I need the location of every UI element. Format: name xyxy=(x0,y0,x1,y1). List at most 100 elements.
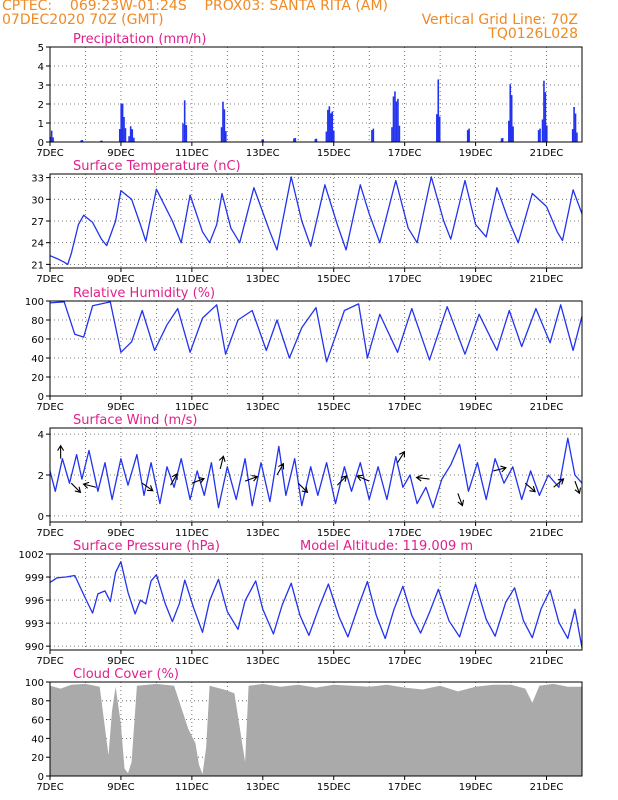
precip-bar xyxy=(372,128,375,142)
x-tick-label: 21DEC xyxy=(530,402,564,413)
x-tick-label: 13DEC xyxy=(246,402,280,413)
wind-vector-arrow xyxy=(493,465,507,473)
x-tick-label: 19DEC xyxy=(459,274,493,285)
precip-bar xyxy=(545,125,548,142)
x-tick-label: 9DEC xyxy=(107,148,134,159)
panel-subtitle: Model Altitude: 119.009 m xyxy=(300,539,473,554)
y-tick-label: 4 xyxy=(38,430,44,441)
wind-vector-arrow xyxy=(415,474,430,482)
x-tick-label: 21DEC xyxy=(530,148,564,159)
x-tick-label: 15DEC xyxy=(317,782,351,793)
panel-frame xyxy=(49,300,583,397)
precip-bar xyxy=(543,80,545,142)
precip-bar xyxy=(128,136,130,142)
series-line xyxy=(49,301,583,363)
header-run-date: 07DEC2020 70Z (GMT) xyxy=(2,12,164,28)
x-tick-label: 21DEC xyxy=(530,656,564,667)
precip-bar xyxy=(397,98,399,142)
x-tick-label: 11DEC xyxy=(175,782,209,793)
x-tick-label: 11DEC xyxy=(175,148,209,159)
precip-bar xyxy=(325,131,328,142)
precip-bar xyxy=(571,129,574,142)
y-tick-label: 1 xyxy=(38,119,44,130)
precip-bar xyxy=(182,123,184,142)
precip-bar xyxy=(50,130,53,142)
x-tick-label: 11DEC xyxy=(175,528,209,539)
x-tick-label: 15DEC xyxy=(317,656,351,667)
cloud-cover-area xyxy=(50,683,582,776)
y-tick-label: 999 xyxy=(25,573,44,584)
x-tick-label: 17DEC xyxy=(388,148,422,159)
panel-title: Precipitation (mm/h) xyxy=(73,32,206,47)
panel-1: 0 1 2 3 4 5 7DEC 9DEC 11DEC 13DEC 15DEC 17DEC 19DEC 2… xyxy=(36,32,583,159)
x-tick-label: 21DEC xyxy=(530,274,564,285)
x-tick-label: 17DEC xyxy=(388,528,422,539)
x-tick-label: 19DEC xyxy=(459,148,493,159)
panel-5: 990 993 996 999 1002 7DEC 9DEC 11DEC 13DEC 15DEC 1… xyxy=(19,539,583,667)
precip-bar xyxy=(437,79,440,142)
precip-bar xyxy=(512,126,514,142)
y-tick-label: 24 xyxy=(31,239,44,250)
precip-bar xyxy=(573,106,575,142)
panel-title: Surface Pressure (hPa) xyxy=(73,539,220,554)
precip-bar xyxy=(541,119,544,142)
y-tick-label: 0 xyxy=(38,512,44,523)
panel-6: 0 20 40 60 80 100 7DEC 9DEC 11DEC 13DEC 15DEC 17DEC… xyxy=(25,667,583,793)
precip-bar xyxy=(133,137,135,142)
x-tick-label: 17DEC xyxy=(388,402,422,413)
precip-bar xyxy=(129,126,132,142)
precip-bar xyxy=(500,138,503,142)
panel-2: 21 24 27 30 33 7DEC 9DEC 11DEC 13DEC 15DEC 17DEC 19… xyxy=(31,159,583,285)
precip-bar xyxy=(332,130,335,142)
y-tick-label: 993 xyxy=(25,619,44,630)
x-tick-label: 17DEC xyxy=(388,656,422,667)
precip-bar xyxy=(392,96,395,142)
panel-title: Surface Wind (m/s) xyxy=(73,413,197,428)
wind-vector-arrow xyxy=(297,482,309,494)
y-tick-label: 60 xyxy=(31,335,44,346)
wind-vector-arrow xyxy=(191,477,206,484)
y-tick-label: 5 xyxy=(38,43,44,54)
x-tick-label: 11DEC xyxy=(175,402,209,413)
precip-bar xyxy=(185,125,188,142)
header-grid-line-note: Vertical Grid Line: 70Z xyxy=(421,12,578,28)
panel-frame xyxy=(49,681,583,777)
panel-title: Surface Temperature (nC) xyxy=(73,159,241,174)
precip-bar xyxy=(123,117,125,142)
precip-bar xyxy=(509,84,512,142)
header-station-line: CPTEC: 069:23W-01:24S PROX03: SANTA RITA… xyxy=(2,0,389,14)
precip-bar xyxy=(327,109,329,142)
precip-bar xyxy=(222,101,224,142)
panel-3: 0 20 40 60 80 100 7DEC 9DEC 11DEC 13DEC 15DEC 17DEC… xyxy=(25,286,583,413)
x-tick-label: 17DEC xyxy=(388,782,422,793)
precip-bar xyxy=(576,132,578,142)
y-tick-label: 30 xyxy=(31,195,44,206)
wind-vector-arrow xyxy=(57,444,65,459)
wind-vector-arrow xyxy=(70,482,82,494)
precip-bar xyxy=(331,111,334,142)
precip-bar xyxy=(293,138,295,142)
precip-bar xyxy=(391,127,393,142)
precip-bar xyxy=(544,92,547,142)
precip-bar xyxy=(466,130,469,142)
x-tick-label: 7DEC xyxy=(36,782,63,793)
panel-frame xyxy=(49,46,583,143)
y-tick-label: 20 xyxy=(31,753,44,764)
x-tick-label: 7DEC xyxy=(36,148,63,159)
precip-bar xyxy=(508,120,510,142)
x-tick-label: 15DEC xyxy=(317,148,351,159)
precip-bar xyxy=(262,139,265,142)
wind-vector-arrow xyxy=(170,473,178,486)
x-tick-label: 15DEC xyxy=(317,528,351,539)
wind-vector-arrow xyxy=(574,480,582,495)
panel-frame xyxy=(49,553,583,651)
precip-bar xyxy=(124,128,127,142)
header-model-id: TQ0126L028 xyxy=(488,26,578,42)
precip-bar xyxy=(395,101,398,142)
x-tick-label: 9DEC xyxy=(107,402,134,413)
precip-bar xyxy=(120,103,122,142)
x-tick-label: 7DEC xyxy=(36,656,63,667)
precip-bar xyxy=(537,130,540,142)
precip-bar xyxy=(121,103,124,142)
